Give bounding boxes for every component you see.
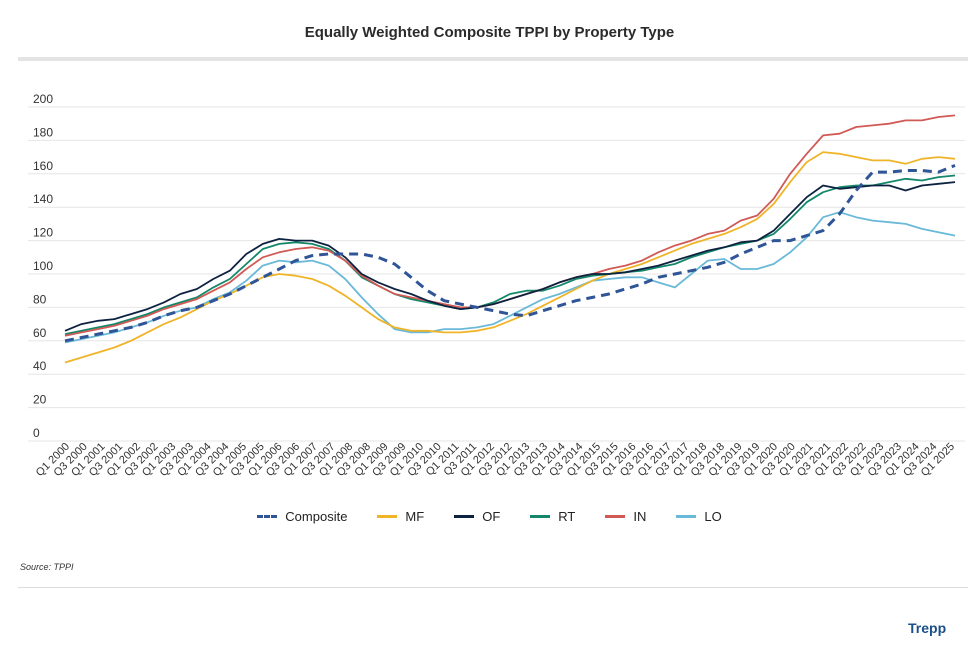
y-tick-label: 120 [33,226,53,240]
y-tick-label: 0 [33,426,40,440]
legend-label: LO [704,509,722,524]
y-tick-label: 60 [33,326,47,340]
y-tick-label: 200 [33,92,53,106]
header-divider [18,57,968,61]
y-tick-label: 80 [33,292,47,306]
legend-swatch [257,515,278,518]
legend-swatch [454,515,475,518]
chart-title: Equally Weighted Composite TPPI by Prope… [304,24,675,41]
series-line-mf [64,151,956,364]
y-tick-label: 180 [33,125,53,139]
legend-label: Composite [285,509,348,524]
y-tick-label: 100 [33,259,53,273]
series-line-of [64,181,956,332]
legend-item-in: IN [605,509,646,524]
legend-item-lo: LO [676,509,722,524]
legend-label: RT [558,509,576,524]
y-tick-label: 160 [33,159,53,173]
legend-swatch [377,515,398,518]
source-note: Source: TPPI [20,562,74,572]
legend-item-of: OF [454,509,500,524]
legend-label: MF [405,509,425,524]
footer-divider [18,587,968,588]
y-tick-label: 140 [33,192,53,206]
legend-item-mf: MF [377,509,424,524]
legend-swatch [530,515,551,518]
legend-label: IN [633,509,647,524]
series-line-rt [64,174,956,335]
legend-label: OF [482,509,501,524]
legend-swatch [605,515,626,518]
y-tick-label: 20 [33,393,47,407]
y-tick-label: 40 [33,359,47,373]
legend-item-rt: RT [530,509,575,524]
series-line-composite [64,164,956,343]
legend-item-composite: Composite [257,509,347,524]
legend: Composite MF OF RT IN LO [0,509,979,524]
series-line-in [64,114,956,337]
legend-swatch [676,515,697,518]
trepp-logo: Trepp [908,620,947,636]
